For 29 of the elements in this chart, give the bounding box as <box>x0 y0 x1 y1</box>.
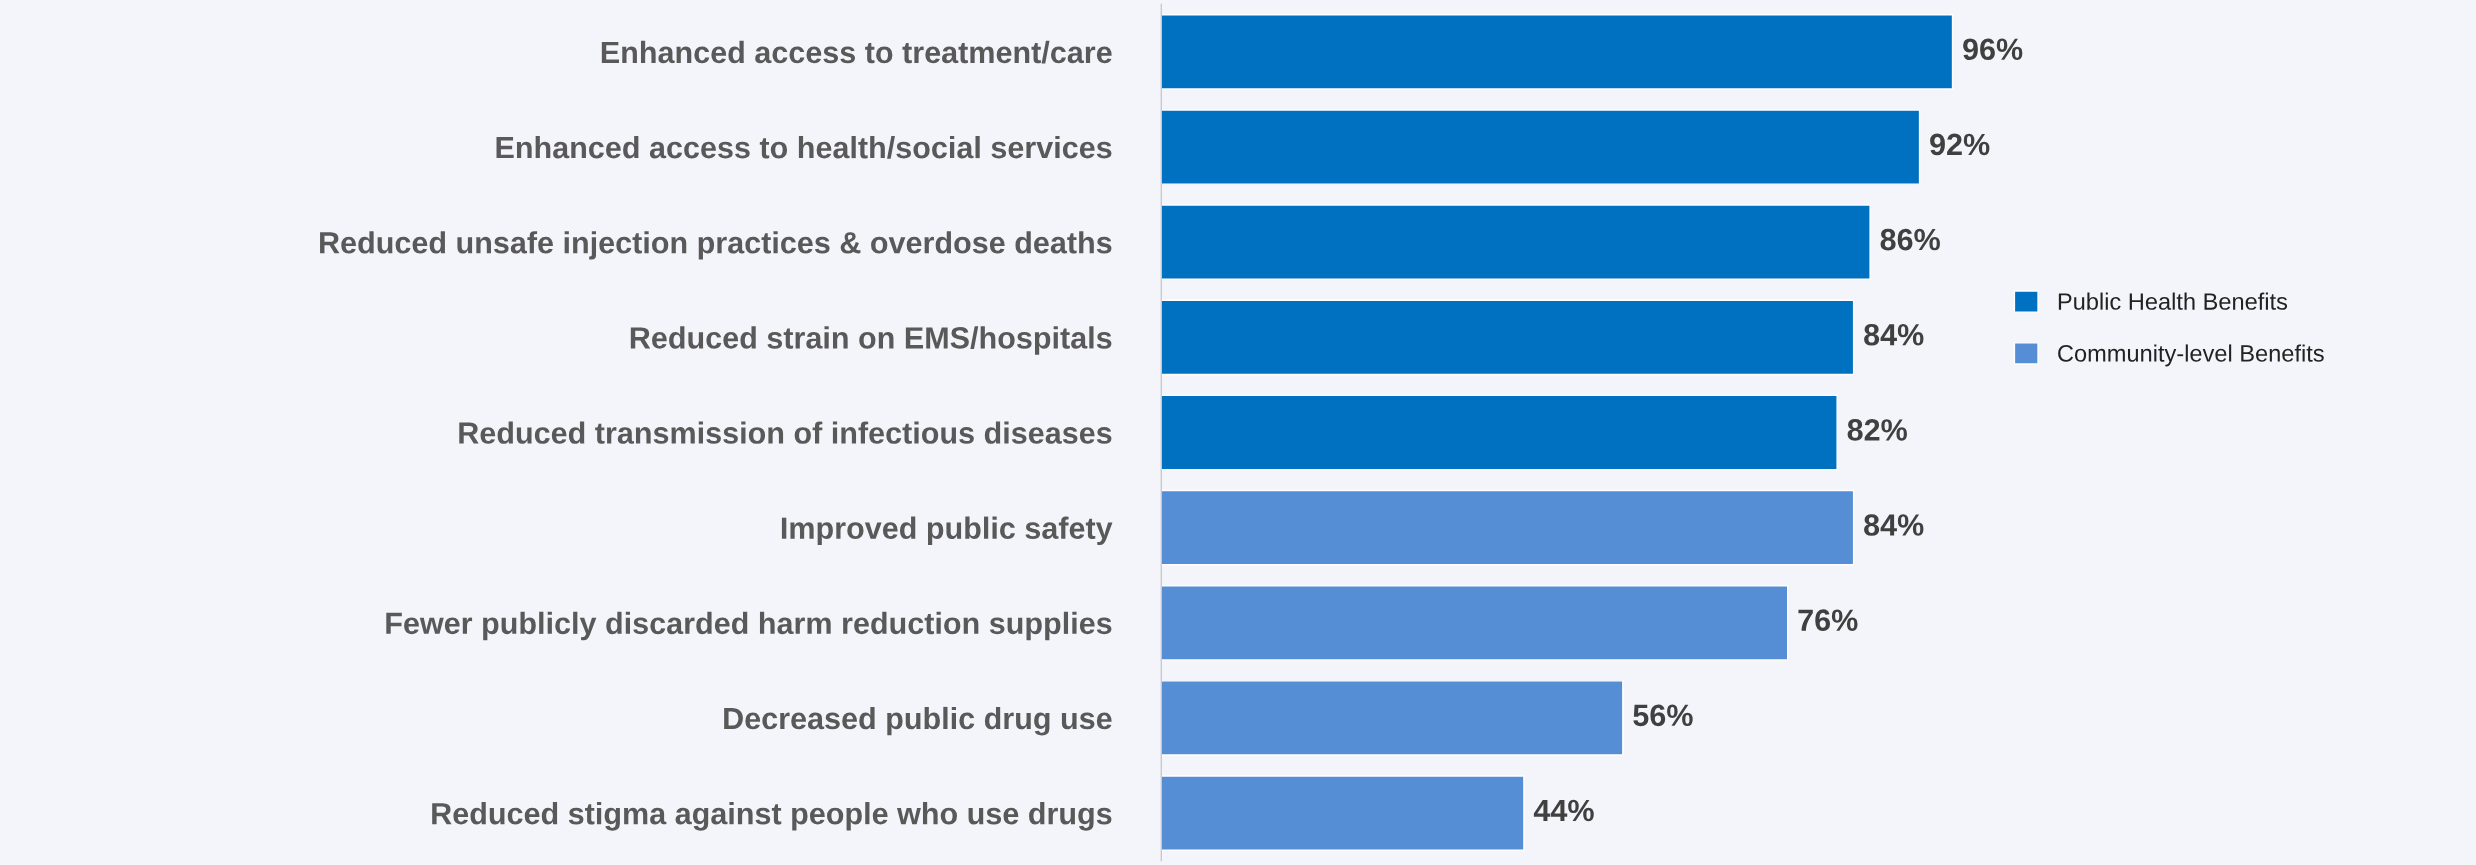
y-tick-label: Reduced strain on EMS/hospitals <box>630 326 1112 355</box>
bar <box>1161 14 1954 90</box>
data-label: 82% <box>1847 419 1907 441</box>
y-tick-label: Reduced unsafe injection practices & overdose deaths <box>320 231 1112 260</box>
legend-label: Community-level Benefits <box>2058 344 2324 367</box>
bar <box>1161 394 1838 471</box>
data-label: 96% <box>1963 38 2023 61</box>
bar <box>1161 204 1871 281</box>
y-tick-label: Fewer publicly discarded harm reduction supplies <box>386 611 1112 641</box>
y-tick-label: Improved public safety <box>781 516 1113 546</box>
data-label: 84% <box>1864 323 1924 346</box>
data-label: 76% <box>1798 609 1858 631</box>
bar <box>1161 299 1855 376</box>
y-tick-label: Decreased public drug use <box>724 706 1112 736</box>
y-tick-label: Enhanced access to treatment/care <box>601 40 1112 64</box>
data-label: 84% <box>1864 514 1924 536</box>
data-label: 92% <box>1930 133 1990 156</box>
bar <box>1161 775 1525 851</box>
data-label: 86% <box>1880 228 1940 251</box>
y-tick-label: Reduced transmission of infectious diseases <box>459 421 1112 444</box>
bar <box>1161 584 1789 661</box>
data-label: 44% <box>1533 799 1594 822</box>
bar <box>1161 680 1624 756</box>
data-label: 56% <box>1633 704 1693 727</box>
bar <box>1161 109 1921 185</box>
y-tick-label: Reduced stigma against people who use drugs <box>432 802 1112 831</box>
y-tick-label: Enhanced access to health/social services <box>496 135 1112 159</box>
bar <box>1161 489 1855 566</box>
legend-label: Public Health Benefits <box>2058 292 2288 310</box>
